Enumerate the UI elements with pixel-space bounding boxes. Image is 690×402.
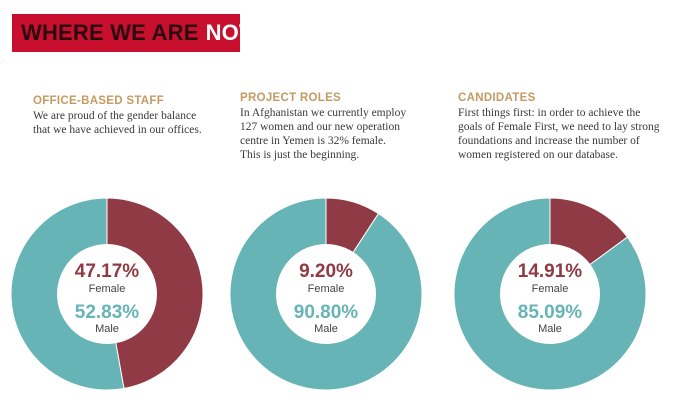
male-label: Male bbox=[538, 323, 562, 335]
female-percentage: 47.17% bbox=[75, 261, 140, 282]
donut-chart-candidates: 14.91% Female 85.09% Male bbox=[453, 197, 647, 391]
section-body-project-roles: In Afghanistan we currently employ 127 w… bbox=[240, 106, 406, 162]
donut-hole bbox=[276, 244, 376, 344]
section-body-line: centre in Yemen is 32% female. bbox=[240, 135, 386, 147]
header-title-part2: NOW bbox=[205, 20, 260, 45]
donut-hole bbox=[57, 244, 157, 344]
section-body-candidates: First things first: in order to achieve … bbox=[458, 106, 660, 162]
male-percentage: 90.80% bbox=[294, 302, 359, 323]
header-banner: WHERE WE ARE NOW bbox=[12, 14, 260, 52]
header-title-part1: WHERE WE ARE bbox=[21, 20, 199, 45]
section-body-line: that we have achieved in our offices. bbox=[33, 124, 202, 136]
female-percentage: 9.20% bbox=[299, 261, 353, 282]
section-body-line: goals of Female First, we need to lay st… bbox=[458, 121, 660, 133]
female-label: Female bbox=[308, 283, 345, 295]
donut-hole bbox=[500, 244, 600, 344]
female-label: Female bbox=[532, 283, 569, 295]
section-body-line: In Afghanistan we currently employ bbox=[240, 107, 407, 119]
section-title-project-roles: PROJECT ROLES bbox=[240, 92, 342, 104]
male-label: Male bbox=[95, 323, 119, 335]
section-body-line: This is just the beginning. bbox=[240, 149, 360, 161]
male-percentage: 85.09% bbox=[518, 302, 583, 323]
section-body-line: women registered on our database. bbox=[458, 149, 618, 161]
section-body-line: We are proud of the gender balance bbox=[33, 110, 197, 122]
donut-chart-project-roles: 9.20% Female 90.80% Male bbox=[229, 197, 423, 391]
male-slice bbox=[229, 197, 423, 391]
section-body-line: 127 women and our new operation bbox=[240, 121, 401, 133]
section-body-line: foundations and increase the number of bbox=[458, 135, 640, 147]
section-title-candidates: CANDIDATES bbox=[458, 92, 536, 104]
section-body-line: First things first: in order to achieve … bbox=[458, 107, 641, 119]
male-percentage: 52.83% bbox=[75, 302, 140, 323]
section-title-office-staff: OFFICE-BASED STAFF bbox=[33, 95, 165, 107]
male-label: Male bbox=[314, 323, 338, 335]
section-body-office-staff: We are proud of the gender balance that … bbox=[33, 109, 202, 137]
female-label: Female bbox=[89, 283, 126, 295]
female-percentage: 14.91% bbox=[518, 261, 583, 282]
donut-chart-office-staff: 47.17% Female 52.83% Male bbox=[10, 197, 204, 391]
